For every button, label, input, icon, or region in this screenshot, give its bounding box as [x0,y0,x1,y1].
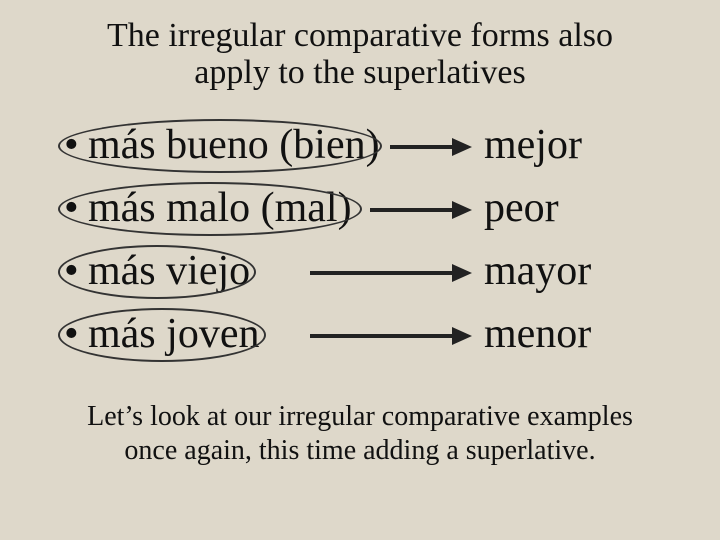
list-item: • más bueno (bien) mejor [64,115,680,178]
list-item: • más malo (mal) peor [64,178,680,241]
bullet-icon: • [64,310,79,358]
incorrect-form: más viejo [88,247,250,295]
title-line-2: apply to the superlatives [194,54,525,91]
footer-line-2: once again, this time adding a superlati… [124,435,595,466]
arrow-icon [390,135,472,159]
list-item: • más viejo mayor [64,241,680,304]
incorrect-form: más bueno (bien) [88,121,380,169]
bullet-icon: • [64,121,79,169]
arrow-icon [310,324,472,348]
correct-form: mejor [484,121,582,169]
list-item: • más joven menor [64,304,680,367]
footer-line-1: Let’s look at our irregular comparative … [87,401,633,432]
slide: The irregular comparative forms also app… [0,0,720,540]
correct-form: peor [484,184,559,232]
correct-form: menor [484,310,591,358]
bullet-icon: • [64,247,79,295]
incorrect-form: más malo (mal) [88,184,352,232]
slide-body: • más bueno (bien) mejor • más malo (mal… [64,115,680,367]
incorrect-form: más joven [88,310,259,358]
slide-title: The irregular comparative forms also app… [0,18,720,91]
arrow-icon [310,261,472,285]
arrow-icon [370,198,472,222]
title-line-1: The irregular comparative forms also [107,17,613,54]
correct-form: mayor [484,247,591,295]
bullet-icon: • [64,184,79,232]
slide-footer: Let’s look at our irregular comparative … [30,400,690,467]
